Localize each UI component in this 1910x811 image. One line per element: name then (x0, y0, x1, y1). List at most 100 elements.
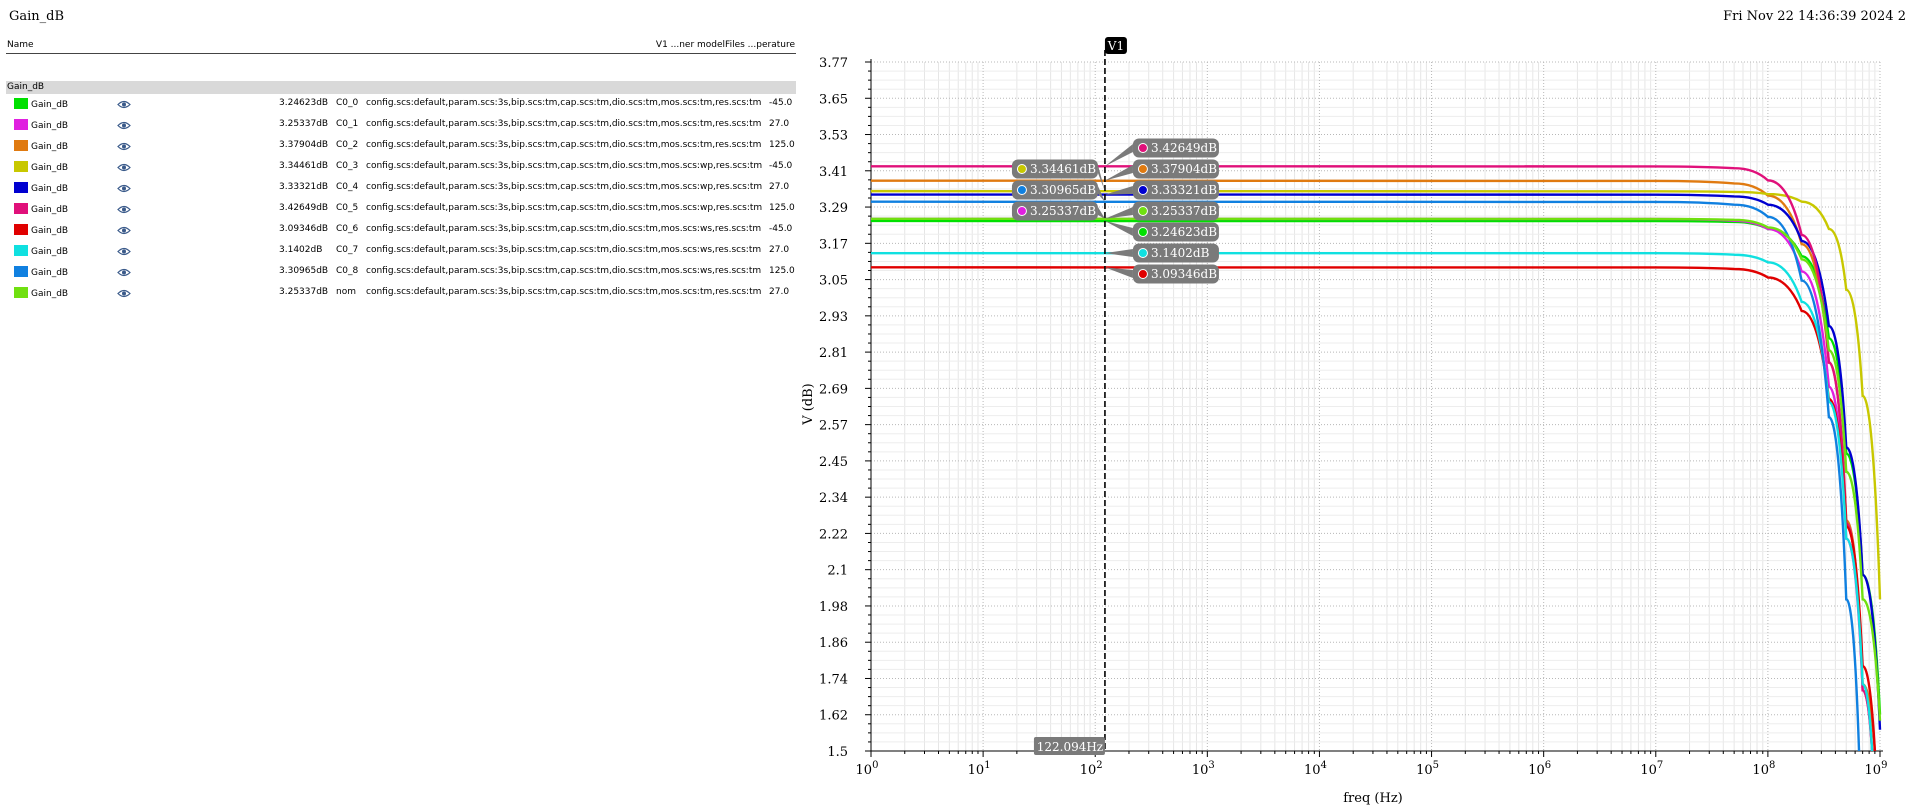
marker-label-box[interactable] (1104, 37, 1127, 54)
flag-pointer (1097, 165, 1105, 192)
visibility-eye-icon[interactable] (117, 121, 131, 130)
y-tick-label: 1.86 (819, 636, 848, 651)
value-flag-C0_2[interactable] (1132, 159, 1219, 179)
legend-corner: C0_1 (336, 119, 359, 129)
legend-color-swatch[interactable] (14, 203, 28, 214)
visibility-eye-icon[interactable] (117, 247, 131, 256)
y-tick-label: 2.22 (819, 527, 848, 542)
y-tick-label: 3.41 (819, 165, 848, 180)
x-tick-label: 101 (968, 760, 991, 778)
flag-pointer (1097, 207, 1105, 219)
value-flag-C0_8[interactable] (1011, 180, 1098, 200)
column-header-right[interactable]: V1 ...ner modelFiles ...perature (655, 40, 795, 50)
legend-color-swatch[interactable] (14, 287, 28, 298)
visibility-eye-icon[interactable] (117, 184, 131, 193)
legend-row[interactable]: Gain_dB 3.24623dB C0_0 config.scs:default,p… (6, 95, 796, 116)
visibility-eye-icon[interactable] (117, 268, 131, 277)
visibility-eye-icon[interactable] (117, 205, 131, 214)
marker-layer: V1 122.094Hz 3.42649dB 3.37904dB 3.33321dB 3.… (1011, 37, 1219, 755)
legend-signal-name: Gain_dB (31, 205, 69, 215)
legend-color-swatch[interactable] (14, 161, 28, 172)
legend-row[interactable]: Gain_dB 3.33321dB C0_4 config.scs:default,p… (6, 179, 796, 200)
visibility-eye-icon[interactable] (117, 100, 131, 109)
series-line-C0_4[interactable] (871, 193, 1882, 730)
value-flag-C0_7[interactable] (1132, 243, 1219, 263)
value-flag-C0_3[interactable] (1011, 159, 1098, 179)
y-tick-label: 1.98 (819, 600, 848, 615)
value-flag-C0_1[interactable] (1011, 201, 1098, 221)
y-tick-label: 3.05 (819, 274, 848, 289)
x-tick-label: 102 (1080, 760, 1103, 778)
legend-color-swatch[interactable] (14, 224, 28, 235)
flag-pointer (1104, 186, 1133, 195)
flag-value: 3.25337dB (1151, 204, 1217, 218)
y-axis-label: V (dB) (801, 383, 816, 426)
legend-temperature: 27.0 (769, 245, 790, 255)
x-tick-label: 108 (1752, 760, 1775, 778)
legend-model-files: config.scs:default,param.scs:3s,bip.scs:… (366, 140, 762, 150)
legend-row[interactable]: Gain_dB 3.25337dB nom config.scs:default,pa… (6, 284, 796, 305)
legend-color-swatch[interactable] (14, 266, 28, 277)
y-tick-label: 3.29 (819, 201, 848, 216)
legend-color-swatch[interactable] (14, 119, 28, 130)
flag-value: 3.09346dB (1151, 267, 1217, 281)
timestamp: Fri Nov 22 14:36:39 2024 2 (1723, 9, 1906, 24)
legend-row[interactable]: Gain_dB 3.30965dB C0_8 config.scs:default,p… (6, 263, 796, 284)
y-tick-label: 2.34 (819, 491, 848, 506)
value-flag-C0_0[interactable] (1132, 222, 1219, 242)
column-header-name[interactable]: Name (7, 40, 34, 50)
visibility-eye-icon[interactable] (117, 289, 131, 298)
legend-signal-name: Gain_dB (31, 226, 69, 236)
flag-value: 3.37904dB (1151, 162, 1217, 176)
series-line-C0_7[interactable] (871, 251, 1874, 751)
value-flag-C0_5[interactable] (1132, 138, 1219, 158)
legend-value: 3.37904dB (279, 140, 329, 150)
legend-color-swatch[interactable] (14, 182, 28, 193)
visibility-eye-icon[interactable] (117, 226, 131, 235)
legend-row[interactable]: Gain_dB 3.42649dB C0_5 config.scs:default,p… (6, 200, 796, 221)
legend-model-files: config.scs:default,param.scs:3s,bip.scs:… (366, 266, 762, 276)
series-line-C0_3[interactable] (871, 189, 1882, 600)
y-tick-label: 2.57 (819, 419, 848, 434)
visibility-eye-icon[interactable] (117, 163, 131, 172)
series-line-C0_1[interactable] (871, 217, 1874, 751)
flag-color-dot (1137, 185, 1148, 195)
legend-row[interactable]: Gain_dB 3.1402dB C0_7 config.scs:default,pa… (6, 242, 796, 263)
y-tick-label: 2.45 (819, 455, 848, 470)
y-tick-label: 1.5 (827, 745, 848, 760)
x-tick-label: 107 (1640, 760, 1663, 778)
legend-row[interactable]: Gain_dB 3.25337dB C0_1 config.scs:default,p… (6, 116, 796, 137)
marker-x-readout-box (1033, 737, 1105, 755)
legend-temperature: 27.0 (769, 119, 790, 129)
series-line-C0_8[interactable] (871, 200, 1861, 751)
legend-value: 3.25337dB (279, 287, 329, 297)
legend-model-files: config.scs:default,param.scs:3s,bip.scs:… (366, 203, 763, 213)
legend-row[interactable]: Gain_dB 3.34461dB C0_3 config.scs:default,p… (6, 158, 796, 179)
legend-signal-name: Gain_dB (31, 268, 69, 278)
series-line-C0_6[interactable] (871, 266, 1877, 751)
legend-row[interactable]: Gain_dB 3.09346dB C0_6 config.scs:default,p… (6, 221, 796, 242)
legend-corner: C0_6 (336, 224, 359, 234)
legend-color-swatch[interactable] (14, 98, 28, 109)
legend-model-files: config.scs:default,param.scs:3s,bip.scs:… (366, 119, 762, 129)
value-flag-nom[interactable] (1132, 201, 1219, 221)
flag-color-dot (1137, 206, 1148, 216)
visibility-eye-icon[interactable] (117, 142, 131, 151)
series-line-C0_0[interactable] (871, 219, 1882, 715)
legend-row[interactable]: Gain_dB 3.37904dB C0_2 config.scs:default,p… (6, 137, 796, 158)
value-flag-C0_6[interactable] (1132, 264, 1219, 284)
legend-signal-name: Gain_dB (31, 121, 69, 131)
legend-group-row[interactable]: Gain_dB (6, 81, 796, 94)
flag-value: 3.24623dB (1151, 225, 1217, 239)
legend-value: 3.25337dB (279, 119, 329, 129)
flag-pointer (1104, 220, 1133, 236)
x-tick-label: 109 (1865, 760, 1888, 778)
flag-color-dot (1137, 143, 1148, 153)
series-line-nom[interactable] (871, 217, 1882, 721)
legend-color-swatch[interactable] (14, 245, 28, 256)
value-flag-C0_4[interactable] (1132, 180, 1219, 200)
legend-model-files: config.scs:default,param.scs:3s,bip.scs:… (366, 161, 763, 171)
y-tick-label: 3.77 (819, 56, 848, 71)
legend-color-swatch[interactable] (14, 140, 28, 151)
